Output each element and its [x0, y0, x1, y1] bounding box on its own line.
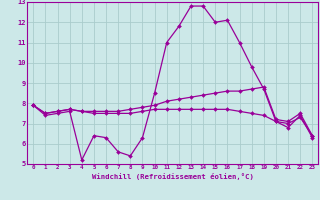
X-axis label: Windchill (Refroidissement éolien,°C): Windchill (Refroidissement éolien,°C): [92, 173, 254, 180]
